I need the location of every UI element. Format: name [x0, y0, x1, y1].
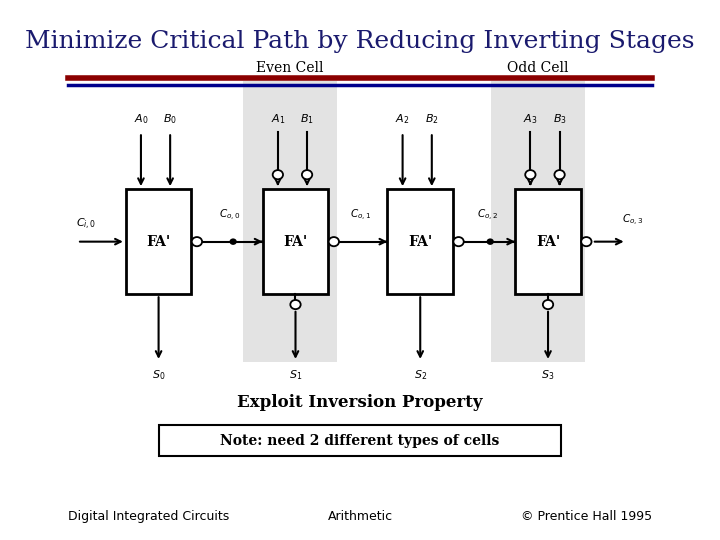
Bar: [126, 189, 192, 294]
Circle shape: [581, 237, 592, 246]
Text: Digital Integrated Circuits: Digital Integrated Circuits: [68, 510, 229, 523]
Text: FA': FA': [284, 235, 307, 248]
Bar: [516, 189, 581, 294]
Circle shape: [328, 237, 339, 246]
Text: $C_{o,3}$: $C_{o,3}$: [622, 213, 644, 228]
Bar: [491, 81, 585, 362]
Text: Minimize Critical Path by Reducing Inverting Stages: Minimize Critical Path by Reducing Inver…: [25, 30, 695, 53]
Text: Note: need 2 different types of cells: Note: need 2 different types of cells: [220, 434, 500, 448]
Text: $B_1$: $B_1$: [300, 112, 314, 126]
Text: $A_1$: $A_1$: [271, 112, 285, 126]
Text: $C_{o,1}$: $C_{o,1}$: [350, 208, 372, 222]
Circle shape: [273, 170, 283, 179]
Circle shape: [543, 300, 553, 309]
Text: $C_{o,0}$: $C_{o,0}$: [220, 208, 241, 222]
Circle shape: [230, 238, 237, 245]
Text: $B_3$: $B_3$: [553, 112, 567, 126]
Text: Odd Cell: Odd Cell: [507, 60, 568, 75]
Circle shape: [192, 237, 202, 246]
Text: $S_3$: $S_3$: [541, 368, 554, 382]
Text: $C_{i,0}$: $C_{i,0}$: [76, 217, 96, 232]
Text: Even Cell: Even Cell: [256, 60, 324, 75]
Text: $S_0$: $S_0$: [152, 368, 166, 382]
Circle shape: [525, 170, 536, 179]
Circle shape: [302, 170, 312, 179]
Text: $S_2$: $S_2$: [414, 368, 427, 382]
Bar: [159, 425, 561, 456]
Bar: [243, 81, 338, 362]
Text: © Prentice Hall 1995: © Prentice Hall 1995: [521, 510, 652, 523]
Circle shape: [290, 300, 301, 309]
Text: $A_2$: $A_2$: [395, 112, 410, 126]
Bar: [387, 189, 453, 294]
Text: FA': FA': [146, 235, 171, 248]
Text: $S_1$: $S_1$: [289, 368, 302, 382]
Text: $A_3$: $A_3$: [523, 112, 538, 126]
Text: Exploit Inversion Property: Exploit Inversion Property: [238, 394, 482, 411]
Text: $A_0$: $A_0$: [134, 112, 148, 126]
Text: $C_{o,2}$: $C_{o,2}$: [477, 208, 498, 222]
Text: FA': FA': [408, 235, 433, 248]
Text: $B_2$: $B_2$: [425, 112, 438, 126]
Text: $B_0$: $B_0$: [163, 112, 177, 126]
Text: FA': FA': [536, 235, 560, 248]
Bar: [263, 189, 328, 294]
Circle shape: [554, 170, 564, 179]
Circle shape: [487, 238, 494, 245]
Text: Arithmetic: Arithmetic: [328, 510, 392, 523]
Circle shape: [454, 237, 464, 246]
